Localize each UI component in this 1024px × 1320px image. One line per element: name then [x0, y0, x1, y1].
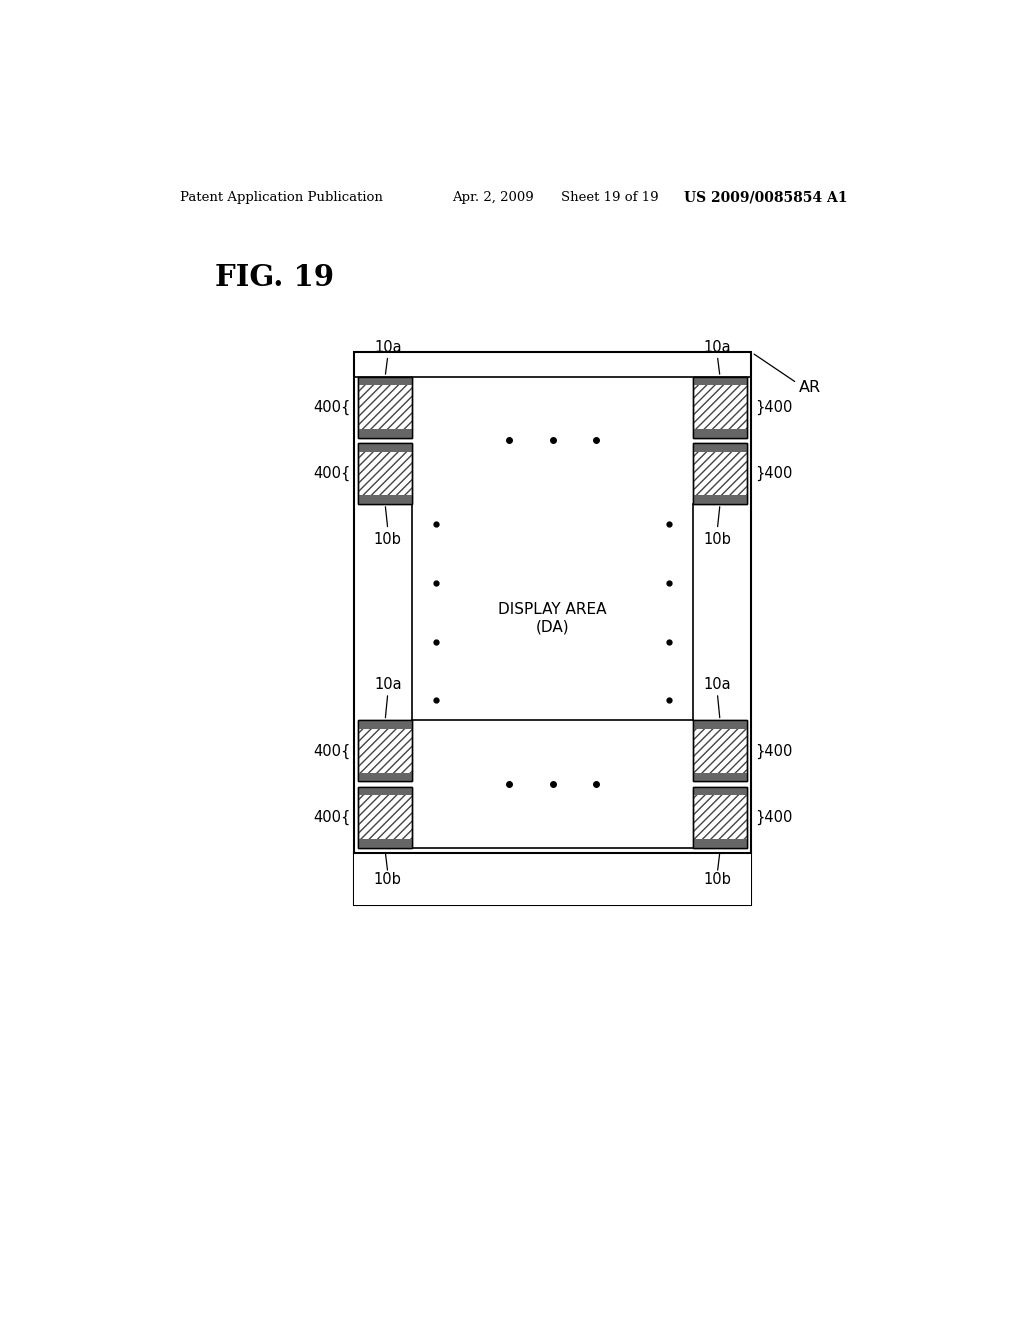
Bar — [693, 721, 746, 781]
Bar — [693, 378, 746, 438]
Text: }400: }400 — [755, 809, 793, 825]
Bar — [693, 721, 746, 781]
Text: 10b: 10b — [374, 532, 401, 548]
Text: 10a: 10a — [374, 339, 401, 355]
Bar — [693, 721, 746, 781]
Bar — [693, 444, 746, 504]
Bar — [358, 378, 412, 438]
Bar — [358, 378, 412, 438]
Bar — [693, 444, 746, 451]
Text: }400: }400 — [755, 400, 793, 414]
Bar — [358, 721, 412, 781]
Bar — [693, 774, 746, 781]
Bar — [693, 495, 746, 504]
Bar — [358, 444, 412, 504]
Text: 400{: 400{ — [313, 809, 350, 825]
Text: US 2009/0085854 A1: US 2009/0085854 A1 — [684, 190, 847, 205]
Bar — [358, 378, 412, 438]
Bar — [693, 721, 746, 729]
Text: Sheet 19 of 19: Sheet 19 of 19 — [560, 190, 658, 203]
Bar — [358, 787, 412, 847]
Bar — [354, 351, 751, 906]
Bar — [358, 774, 412, 781]
Bar — [693, 378, 746, 438]
Bar — [693, 787, 746, 847]
Bar — [358, 378, 412, 385]
Text: 400{: 400{ — [313, 400, 350, 414]
Bar — [693, 787, 746, 847]
Bar — [358, 721, 412, 729]
Bar — [358, 721, 412, 781]
Text: DISPLAY AREA
(DA): DISPLAY AREA (DA) — [499, 602, 607, 635]
Bar — [693, 444, 746, 504]
Bar — [693, 444, 746, 504]
Text: Patent Application Publication: Patent Application Publication — [179, 190, 382, 203]
Bar — [358, 840, 412, 847]
Bar — [693, 378, 746, 438]
Bar — [693, 429, 746, 438]
Text: 10a: 10a — [703, 339, 731, 355]
Bar — [358, 444, 412, 451]
Bar — [693, 378, 746, 385]
Text: Apr. 2, 2009: Apr. 2, 2009 — [452, 190, 534, 203]
Text: 400{: 400{ — [313, 466, 350, 480]
Text: }400: }400 — [755, 743, 793, 759]
Bar — [358, 495, 412, 504]
Bar — [358, 429, 412, 438]
Bar — [358, 787, 412, 847]
Bar — [358, 787, 412, 847]
Text: 10b: 10b — [703, 532, 731, 548]
Bar — [358, 721, 412, 781]
Bar — [358, 787, 412, 795]
Text: FIG. 19: FIG. 19 — [215, 263, 335, 292]
Bar — [358, 444, 412, 504]
Text: 400{: 400{ — [313, 743, 350, 759]
Text: }400: }400 — [755, 466, 793, 480]
Bar — [693, 787, 746, 795]
Text: AR: AR — [799, 380, 820, 395]
Bar — [358, 444, 412, 504]
Text: 10a: 10a — [703, 677, 731, 692]
Bar — [354, 853, 751, 906]
Text: 10b: 10b — [374, 871, 401, 887]
Text: 10b: 10b — [703, 871, 731, 887]
Bar — [693, 840, 746, 847]
Text: 10a: 10a — [374, 677, 401, 692]
Bar — [693, 787, 746, 847]
